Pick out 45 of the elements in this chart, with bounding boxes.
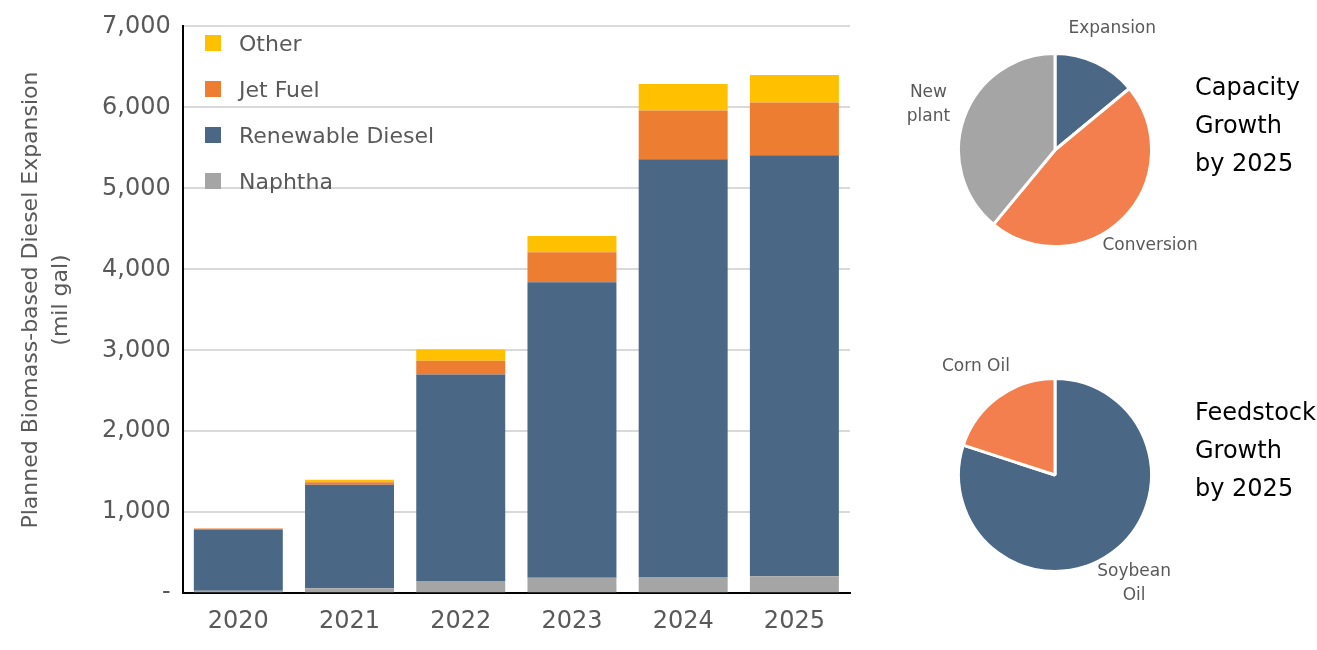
- y-tick-label: 7,000: [101, 10, 171, 39]
- slice-label: New plant: [906, 80, 951, 125]
- y-tick-label: -: [162, 577, 171, 606]
- bar: [638, 159, 728, 578]
- bar: [527, 282, 617, 578]
- y-axis-title: Planned Biomass-based Diesel Expansion (mil gal): [16, 70, 73, 531]
- slice-label: Conversion: [1102, 233, 1198, 254]
- bar: [749, 102, 839, 156]
- legend-label: Naphtha: [239, 168, 333, 194]
- slice-label: Corn Oil: [941, 354, 1010, 375]
- bar: [527, 252, 617, 283]
- bar: [749, 74, 839, 103]
- slice-label: Expansion: [1068, 16, 1157, 37]
- bar: [527, 236, 617, 253]
- x-tick-label: 2022: [430, 605, 492, 634]
- bar: [638, 83, 728, 111]
- bar: [527, 577, 617, 593]
- bar: [305, 484, 395, 589]
- legend-label: Jet Fuel: [239, 76, 320, 102]
- text: Feedstock Growth by 2025: [1195, 397, 1316, 504]
- y-tick-label: 5,000: [101, 172, 171, 201]
- y-tick-label: 3,000: [101, 334, 171, 363]
- y-tick-label: 1,000: [101, 496, 171, 525]
- y-tick-label: 2,000: [101, 415, 171, 444]
- bar: [305, 588, 395, 593]
- bar: [638, 577, 728, 593]
- legend-label: Renewable Diesel: [239, 122, 435, 148]
- text: Capacity Growth by 2025: [1195, 72, 1301, 179]
- x-tick-label: 2021: [318, 605, 381, 634]
- bar: [638, 110, 728, 160]
- x-tick-label: 2020: [207, 605, 269, 634]
- legend-label: Other: [239, 30, 302, 56]
- y-tick-label: 4,000: [101, 253, 171, 282]
- x-tick-label: 2025: [763, 605, 825, 634]
- bar: [416, 349, 506, 361]
- y-tick-label: 6,000: [101, 91, 171, 120]
- bar: [416, 360, 506, 375]
- slice-label: Soybean Oil: [1097, 560, 1171, 605]
- bar: [749, 576, 839, 593]
- x-tick-label: 2023: [541, 605, 603, 634]
- x-tick-label: 2024: [652, 605, 714, 634]
- bar: [193, 530, 283, 591]
- bar: [416, 581, 506, 593]
- bar: [749, 155, 839, 577]
- bar: [416, 374, 506, 582]
